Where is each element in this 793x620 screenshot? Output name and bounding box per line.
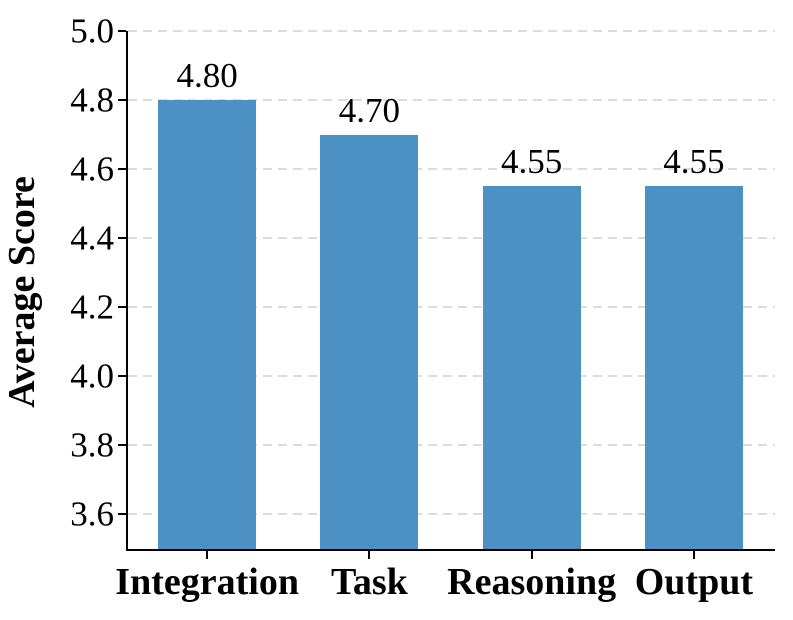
- bar-value-label: 4.55: [501, 142, 563, 182]
- gridline: [128, 375, 775, 378]
- gridline: [128, 30, 775, 32]
- bar: [320, 134, 419, 549]
- y-tick-label: 4.2: [70, 287, 114, 327]
- y-axis-tick: [118, 168, 126, 171]
- x-tick-label: Integration: [115, 561, 299, 603]
- y-axis-tick: [118, 237, 126, 240]
- y-axis-tick: [118, 99, 126, 102]
- y-tick-label: 5.0: [70, 11, 114, 51]
- y-tick-label: 4.8: [70, 80, 114, 120]
- x-axis-tick: [206, 551, 209, 559]
- gridline: [128, 306, 775, 309]
- gridline: [128, 168, 775, 171]
- gridline: [128, 99, 775, 102]
- bar-value-label: 4.70: [338, 90, 400, 130]
- y-tick-label: 4.4: [70, 218, 114, 258]
- bar: [644, 186, 743, 549]
- y-tick-label: 3.8: [70, 425, 114, 465]
- bar-value-label: 4.55: [663, 142, 725, 182]
- y-axis-tick: [118, 306, 126, 309]
- x-tick-label: Output: [634, 561, 754, 603]
- x-axis-tick: [692, 551, 695, 559]
- bar: [158, 100, 257, 549]
- x-tick-label: Reasoning: [447, 561, 617, 603]
- x-tick-label: Task: [330, 561, 408, 603]
- gridline: [128, 513, 775, 516]
- y-axis-tick: [118, 444, 126, 447]
- x-axis-tick: [368, 551, 371, 559]
- y-axis-tick: [118, 513, 126, 516]
- y-axis-spine: [126, 31, 128, 551]
- bar-value-label: 4.80: [176, 56, 238, 96]
- x-axis-tick: [530, 551, 533, 559]
- y-tick-label: 4.0: [70, 356, 114, 396]
- y-tick-label: 3.6: [70, 494, 114, 534]
- x-axis-spine: [126, 549, 775, 551]
- gridline: [128, 237, 775, 240]
- y-axis-tick: [118, 30, 126, 32]
- y-axis-tick: [118, 375, 126, 378]
- y-tick-label: 4.6: [70, 149, 114, 189]
- bar: [482, 186, 581, 549]
- gridline: [128, 444, 775, 447]
